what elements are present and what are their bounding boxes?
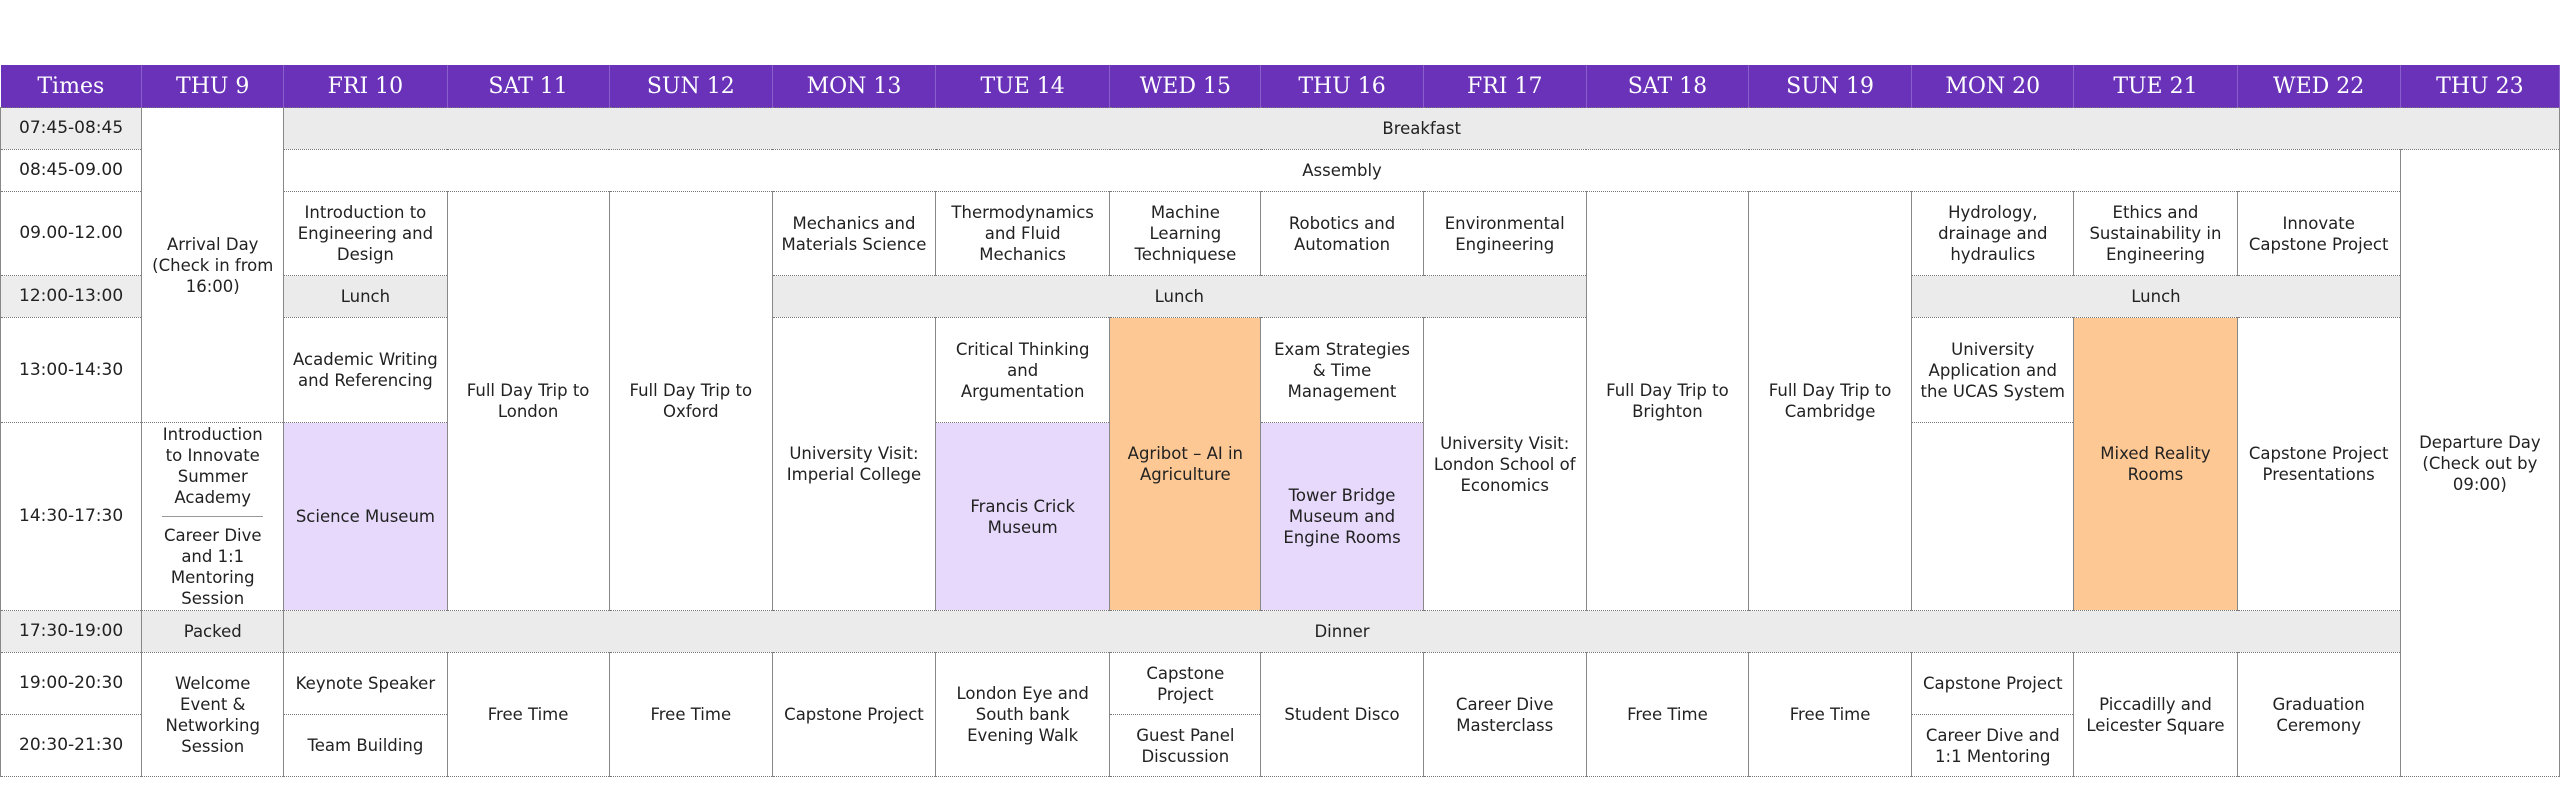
event-cell: Team Building	[283, 714, 448, 777]
day-header: TUE 21	[2073, 65, 2238, 108]
session-cell: Robotics and Automation	[1260, 191, 1424, 276]
museum-cell: Tower Bridge Museum and Engine Rooms	[1260, 422, 1424, 611]
session-cell: Machine Learning Techniquese	[1109, 191, 1262, 276]
session-cell: Innovate Capstone Project	[2236, 191, 2401, 276]
session-cell: University Application and the UCAS Syst…	[1911, 317, 2075, 423]
time-slot: 19:00-20:30	[0, 652, 143, 715]
day-header: SUN 12	[609, 65, 773, 108]
schedule-row: 12:00-13:00 Lunch Lunch Lunch	[0, 275, 2560, 318]
session-cell: Hydrology, drainage and hydraulics	[1911, 191, 2075, 276]
activity-cell: Agribot – AI in Agriculture	[1109, 317, 1262, 611]
day-header: SAT 11	[447, 65, 610, 108]
day-header: MON 20	[1911, 65, 2075, 108]
visit-cell: University Visit: Imperial College	[771, 317, 937, 611]
trip-cell: Full Day Trip to London	[446, 191, 610, 611]
session-cell: Exam Strategies & Time Management	[1260, 317, 1424, 423]
time-slot: 17:30-19:00	[0, 610, 143, 653]
trip-cell: Full Day Trip to Cambridge	[1747, 191, 1913, 611]
day-header: THU 16	[1260, 65, 1424, 108]
time-slot: 08:45-09.00	[0, 149, 143, 192]
day-header: FRI 10	[283, 65, 448, 108]
schedule-row: 14:30-17:30 Introduction to Innovate Sum…	[0, 422, 2560, 611]
day-header: MON 13	[772, 65, 937, 108]
trip-cell: Full Day Trip to Oxford	[608, 191, 773, 611]
schedule-row: 13:00-14:30 Academic Writing and Referen…	[0, 317, 2560, 611]
time-slot: 14:30-17:30	[0, 422, 143, 611]
museum-cell: Science Museum	[283, 422, 448, 611]
trip-cell: Full Day Trip to Brighton	[1585, 191, 1750, 611]
session-cell: Introduction to Engineering and Design	[283, 191, 448, 276]
lunch-bar: Lunch	[283, 275, 448, 318]
event-cell: Capstone Project	[1109, 652, 1262, 715]
time-slot: 09.00-12.00	[0, 191, 143, 276]
day-header: FRI 17	[1423, 65, 1587, 108]
free-time-cell: Free Time	[1747, 652, 1913, 777]
departure-day-cell: Departure Day (Check out by 09:00)	[2399, 149, 2560, 777]
time-slot: 13:00-14:30	[0, 317, 143, 423]
dinner-bar: Dinner	[283, 610, 2401, 653]
visit-cell: University Visit: London School of Econo…	[1422, 317, 1587, 611]
session-text: Career Dive and 1:1 Mentoring Session	[163, 526, 262, 608]
event-cell: Student Disco	[1260, 652, 1424, 777]
free-time-cell: Free Time	[608, 652, 773, 777]
session-cell: Thermodynamics and Fluid Mechanics	[935, 191, 1111, 276]
session-cell: Academic Writing and Referencing	[283, 317, 448, 423]
day-header: THU 9	[141, 65, 285, 108]
day-header: SUN 19	[1748, 65, 1913, 108]
lunch-bar: Lunch	[771, 275, 1587, 318]
breakfast-bar: Breakfast	[283, 107, 2560, 150]
event-cell: Keynote Speaker	[283, 652, 448, 715]
event-cell: Piccadilly and Leicester Square	[2073, 652, 2238, 777]
divider	[162, 516, 264, 517]
day-header: THU 23	[2400, 65, 2560, 108]
free-time-cell: Free Time	[1585, 652, 1750, 777]
session-cell: Critical Thinking and Argumentation	[935, 317, 1111, 423]
assembly-bar: Assembly	[283, 149, 2401, 192]
event-cell: Capstone Project	[1911, 652, 2075, 715]
arrival-day-cell: Arrival Day (Check in from 16:00)	[141, 107, 285, 423]
event-cell: Guest Panel Discussion	[1109, 714, 1262, 777]
day-header: SAT 18	[1586, 65, 1750, 108]
event-cell: Capstone Project	[771, 652, 937, 777]
schedule-row: 09.00-12.00 Introduction to Engineering …	[0, 191, 2560, 611]
session-cell: Capstone Project Presentations	[2236, 317, 2401, 611]
activity-cell: Mixed Reality Rooms	[2073, 317, 2238, 611]
times-header: Times	[0, 65, 143, 108]
museum-cell: Francis Crick Museum	[935, 422, 1111, 611]
time-slot: 07:45-08:45	[0, 107, 143, 150]
schedule-row: 07:45-08:45 Arrival Day (Check in from 1…	[0, 107, 2560, 423]
time-slot: 20:30-21:30	[0, 714, 143, 777]
schedule-row: 19:00-20:30 Welcome Event & Networking S…	[0, 652, 2560, 777]
event-cell: Welcome Event & Networking Session	[141, 652, 285, 777]
schedule-row: 08:45-09.00 Assembly Departure Day (Chec…	[0, 149, 2560, 777]
packed-bar: Packed	[141, 610, 285, 653]
time-slot: 12:00-13:00	[0, 275, 143, 318]
free-time-cell: Free Time	[446, 652, 610, 777]
session-text: Introduction to Innovate Summer Academy	[162, 425, 263, 507]
split-cell: Introduction to Innovate Summer Academy …	[141, 422, 285, 611]
day-header: WED 22	[2237, 65, 2401, 108]
session-cell: Environmental Engineering	[1422, 191, 1587, 276]
header-row: Times THU 9 FRI 10 SAT 11 SUN 12 MON 13 …	[0, 65, 2560, 108]
session-cell: Ethics and Sustainability in Engineering	[2073, 191, 2238, 276]
schedule-row: 20:30-21:30 Team Building Guest Panel Di…	[0, 714, 2560, 777]
session-cell: Mechanics and Materials Science	[771, 191, 937, 276]
day-header: WED 15	[1109, 65, 1262, 108]
event-cell: Career Dive Masterclass	[1422, 652, 1587, 777]
lunch-bar: Lunch	[1911, 275, 2401, 318]
event-cell: London Eye and South bank Evening Walk	[935, 652, 1111, 777]
schedule-row: 17:30-19:00 Packed Dinner	[0, 610, 2560, 653]
event-cell: Career Dive and 1:1 Mentoring	[1911, 714, 2075, 777]
event-cell: Graduation Ceremony	[2236, 652, 2401, 777]
schedule-table: Times THU 9 FRI 10 SAT 11 SUN 12 MON 13 …	[0, 65, 2560, 777]
day-header: TUE 14	[935, 65, 1111, 108]
